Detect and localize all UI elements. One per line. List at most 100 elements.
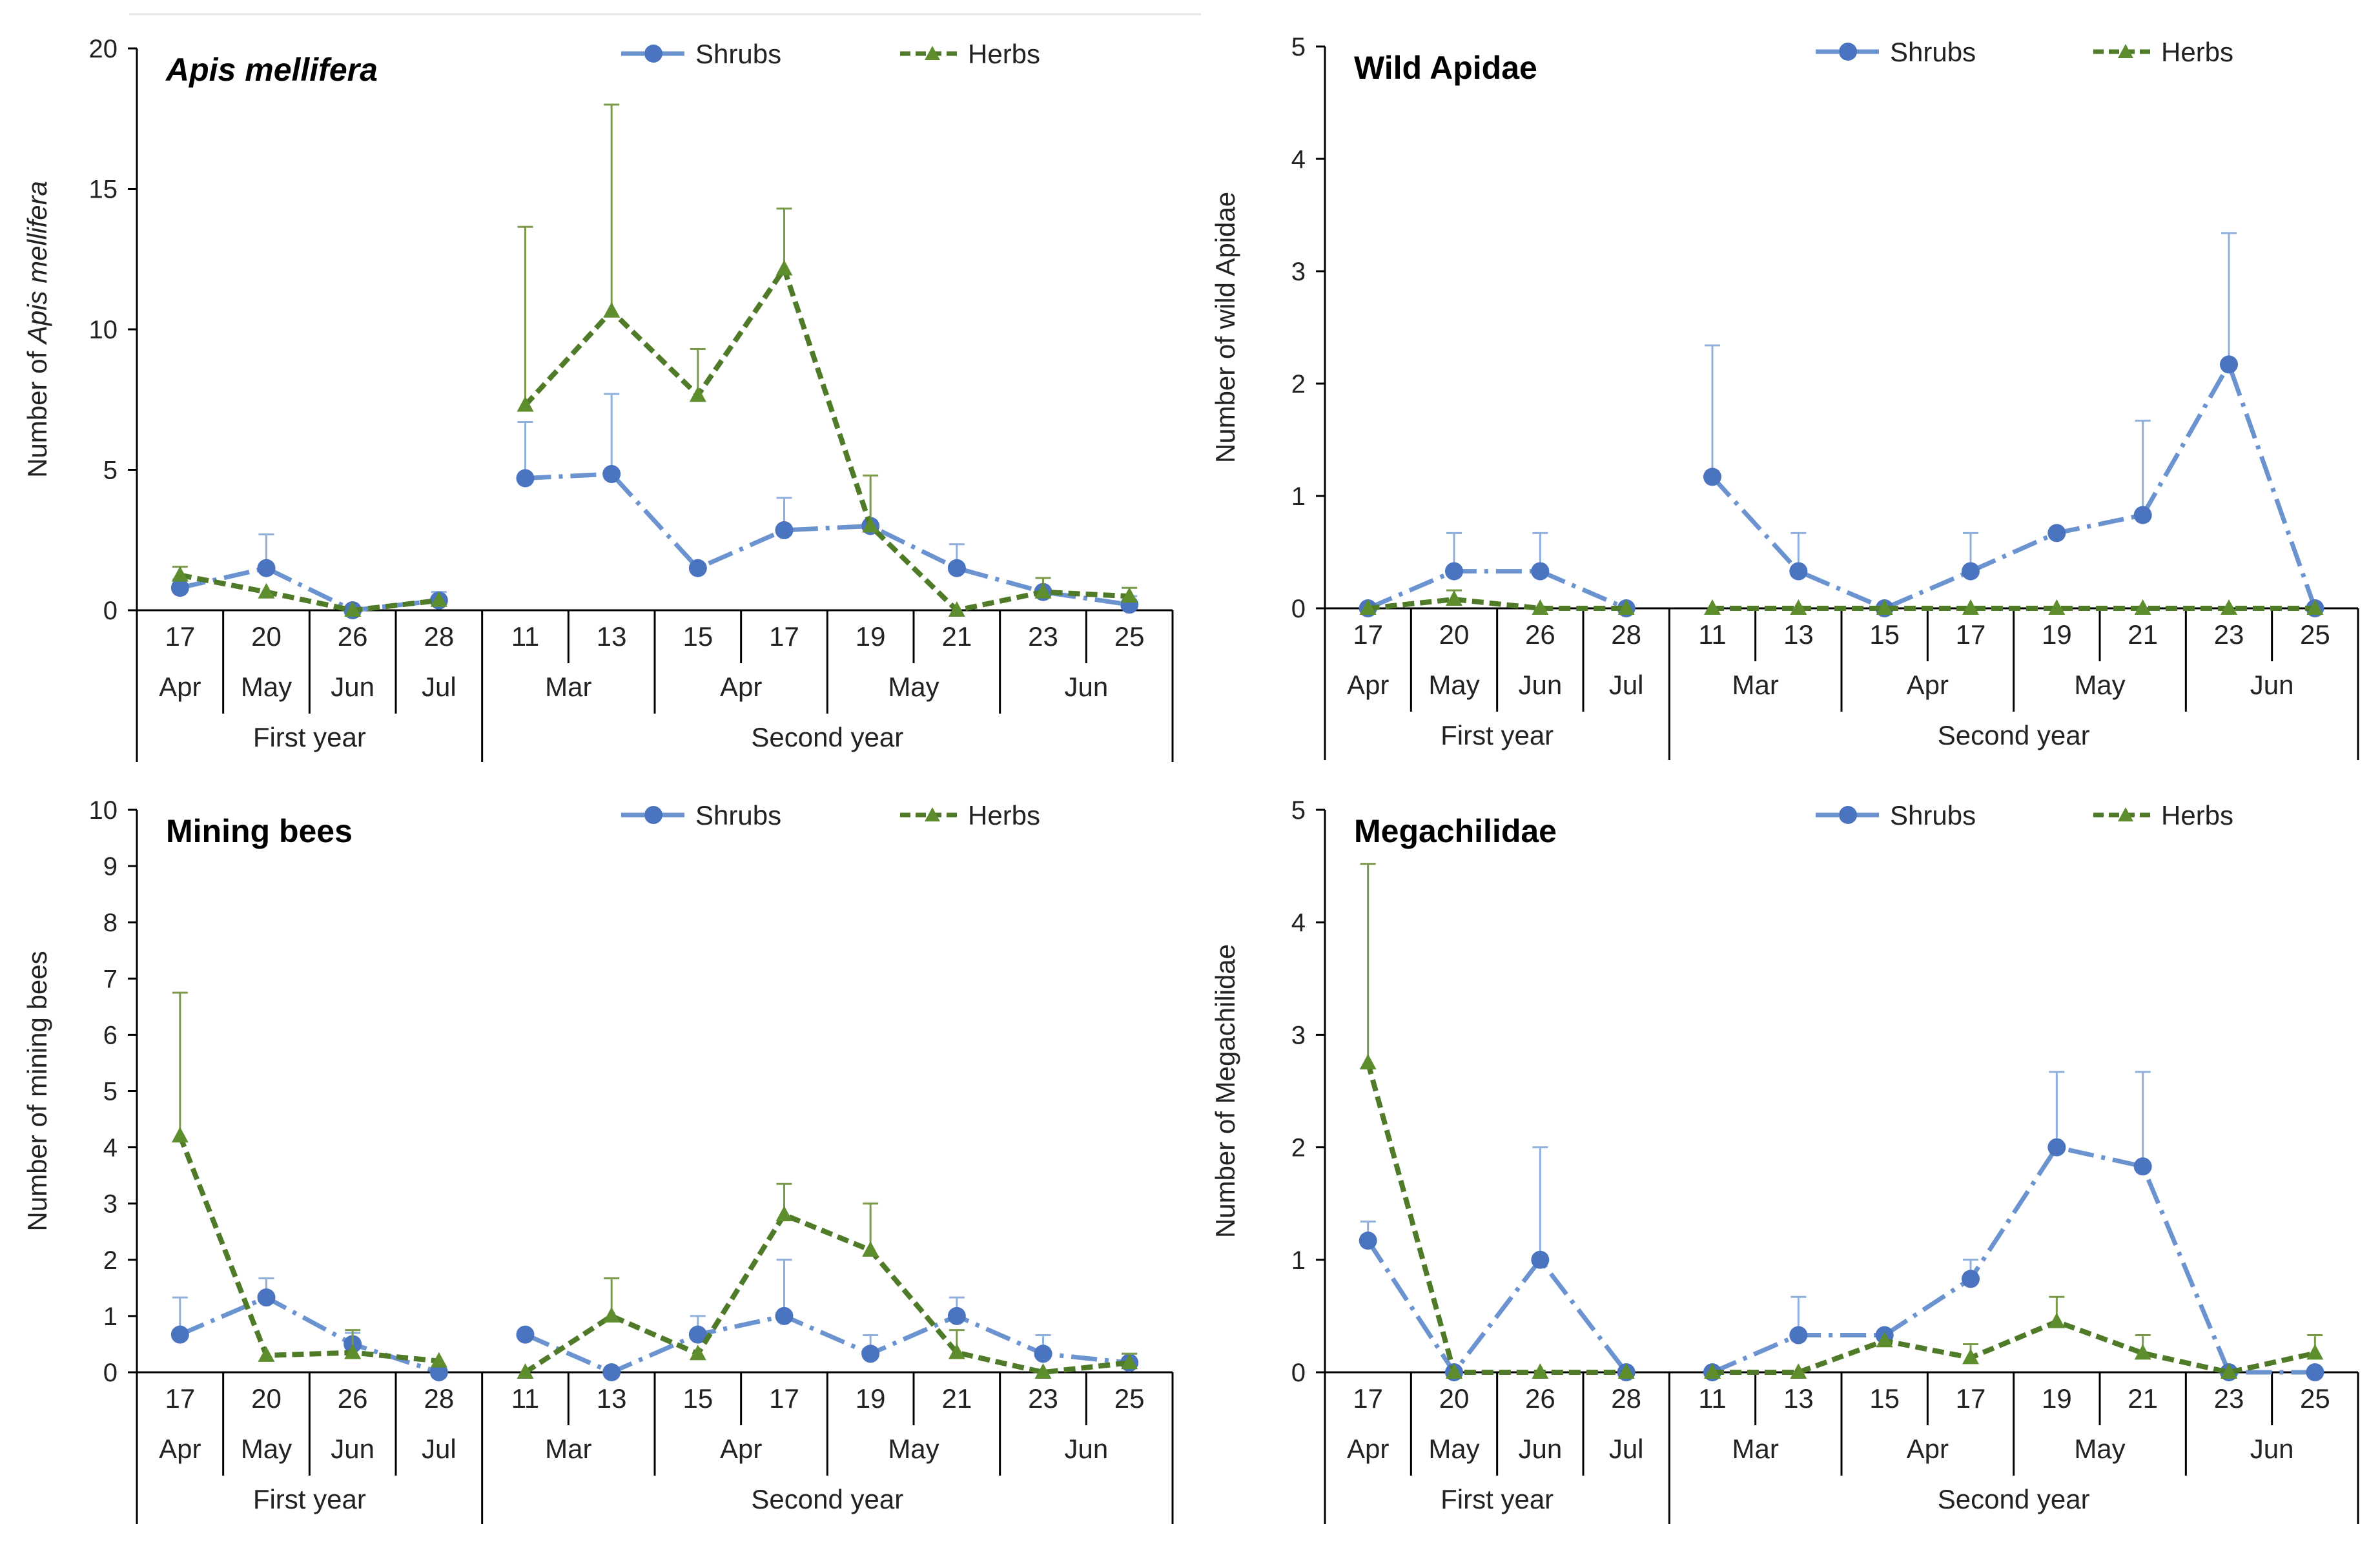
x-day-label: 21 [941,1383,972,1414]
series-line [179,1295,440,1375]
chart-panel-1: 0 5 10 15 20 17 20 26 28 11 13 15 17 19 21 23 25 Apr May Ju… [22,35,1174,762]
series-line [525,471,1130,607]
x-day-label: 15 [682,1383,713,1414]
data-point-herbs [430,1352,447,1368]
series-line [180,572,440,613]
series-line [1712,1319,2316,1375]
y-tick-label: 20 [89,35,118,63]
x-month-label: Jun [1064,672,1108,702]
data-point-herbs [1962,1348,1979,1365]
data-point-shrubs [602,465,621,484]
series-herbs [171,103,1138,617]
legend-herbs-label: Herbs [2161,37,2233,67]
data-point-herbs [1617,1363,1635,1379]
legend-shrubs-marker [1839,806,1857,824]
series-herbs [171,991,1138,1379]
series-line [1366,1239,1628,1375]
legend-herbs-label: Herbs [968,800,1040,830]
data-point-shrubs [688,559,707,577]
x-day-label: 23 [2214,1383,2244,1414]
x-year-label: Second year [1938,720,2090,750]
data-point-shrubs [1531,562,1550,581]
y-axis-title: Number of wild Apidae [1210,192,1240,463]
y-tick-label: 0 [1291,595,1306,623]
data-point-shrubs [257,1288,276,1307]
x-month-label: Jul [422,1434,457,1464]
data-point-herbs [1034,582,1052,599]
data-point-herbs [2306,599,2324,615]
x-month-label: Jun [331,672,374,702]
data-point-shrubs [947,559,966,577]
y-axis-title-species: Apis mellifera [22,181,52,345]
data-point-herbs [948,601,965,617]
series-line [1368,597,1626,611]
x-day-label: 23 [1028,621,1058,652]
panel-title: Mining bees [166,813,353,849]
data-point-shrubs [1531,1250,1550,1269]
data-point-shrubs [602,1363,621,1381]
x-day-label: 28 [1611,619,1641,650]
data-point-shrubs [170,1325,189,1344]
x-day-label: 21 [941,621,972,652]
x-month-label: Jun [1518,1434,1562,1464]
x-month-label: Jun [2250,670,2294,700]
data-point-shrubs [429,1363,448,1381]
x-day-label: 23 [2214,619,2244,650]
x-month-label: Apr [720,672,762,702]
x-year-label: First year [1441,720,1554,750]
y-tick-label: 2 [103,1246,118,1275]
data-point-shrubs [516,1325,535,1344]
y-tick-label: 2 [1291,370,1306,398]
x-month-label: May [1428,1434,1479,1464]
series-line [178,1135,440,1364]
y-tick-label: 3 [1291,1021,1306,1049]
data-point-herbs [1962,599,1979,615]
x-month-label: May [2074,1434,2125,1464]
data-point-shrubs [170,579,189,597]
series-herbs [1359,863,2324,1379]
y-tick-label: 0 [103,1359,118,1387]
x-day-label: 11 [511,621,540,652]
data-point-herbs [603,1306,621,1323]
y-tick-label: 6 [103,1021,118,1049]
y-tick-label: 0 [1291,1359,1306,1387]
y-tick-label: 8 [103,909,118,937]
data-point-herbs [689,1345,706,1361]
data-point-shrubs [775,521,794,540]
x-month-label: Apr [1907,1434,1949,1464]
data-point-herbs [603,302,621,318]
data-point-herbs [1876,1332,1893,1348]
legend-shrubs-marker [644,45,662,63]
data-point-shrubs [2133,506,2152,524]
x-month-label: May [1428,670,1479,700]
legend-herbs-marker [2118,44,2133,58]
x-day-label: 13 [597,1383,627,1414]
data-point-shrubs [1962,562,1980,581]
x-month-label: Jun [1518,670,1562,700]
data-point-herbs [1532,1363,1549,1379]
x-day-label: 28 [424,621,454,652]
data-point-herbs [1121,1354,1138,1370]
x-day-label: 15 [1869,1383,1900,1414]
series-shrubs [1359,232,2324,617]
data-point-herbs [2134,599,2151,615]
x-day-label: 26 [1525,1383,1555,1414]
data-point-herbs [689,386,706,402]
x-month-label: Apr [720,1434,762,1464]
x-day-label: 13 [1783,1383,1814,1414]
y-tick-label: 5 [1291,33,1306,61]
x-day-label: 26 [1525,619,1555,650]
data-point-herbs [948,1343,965,1359]
x-day-label: 26 [338,1383,368,1414]
data-point-herbs [1704,1363,1721,1379]
data-point-shrubs [2220,355,2238,374]
x-day-label: 17 [1956,619,1986,650]
series-shrubs [170,1259,1139,1381]
y-tick-label: 10 [89,316,118,344]
x-day-label: 25 [2300,1383,2330,1414]
x-year-label: First year [253,722,366,752]
data-point-shrubs [516,469,535,488]
x-day-label: 11 [1698,619,1727,650]
data-point-shrubs [1445,562,1463,581]
